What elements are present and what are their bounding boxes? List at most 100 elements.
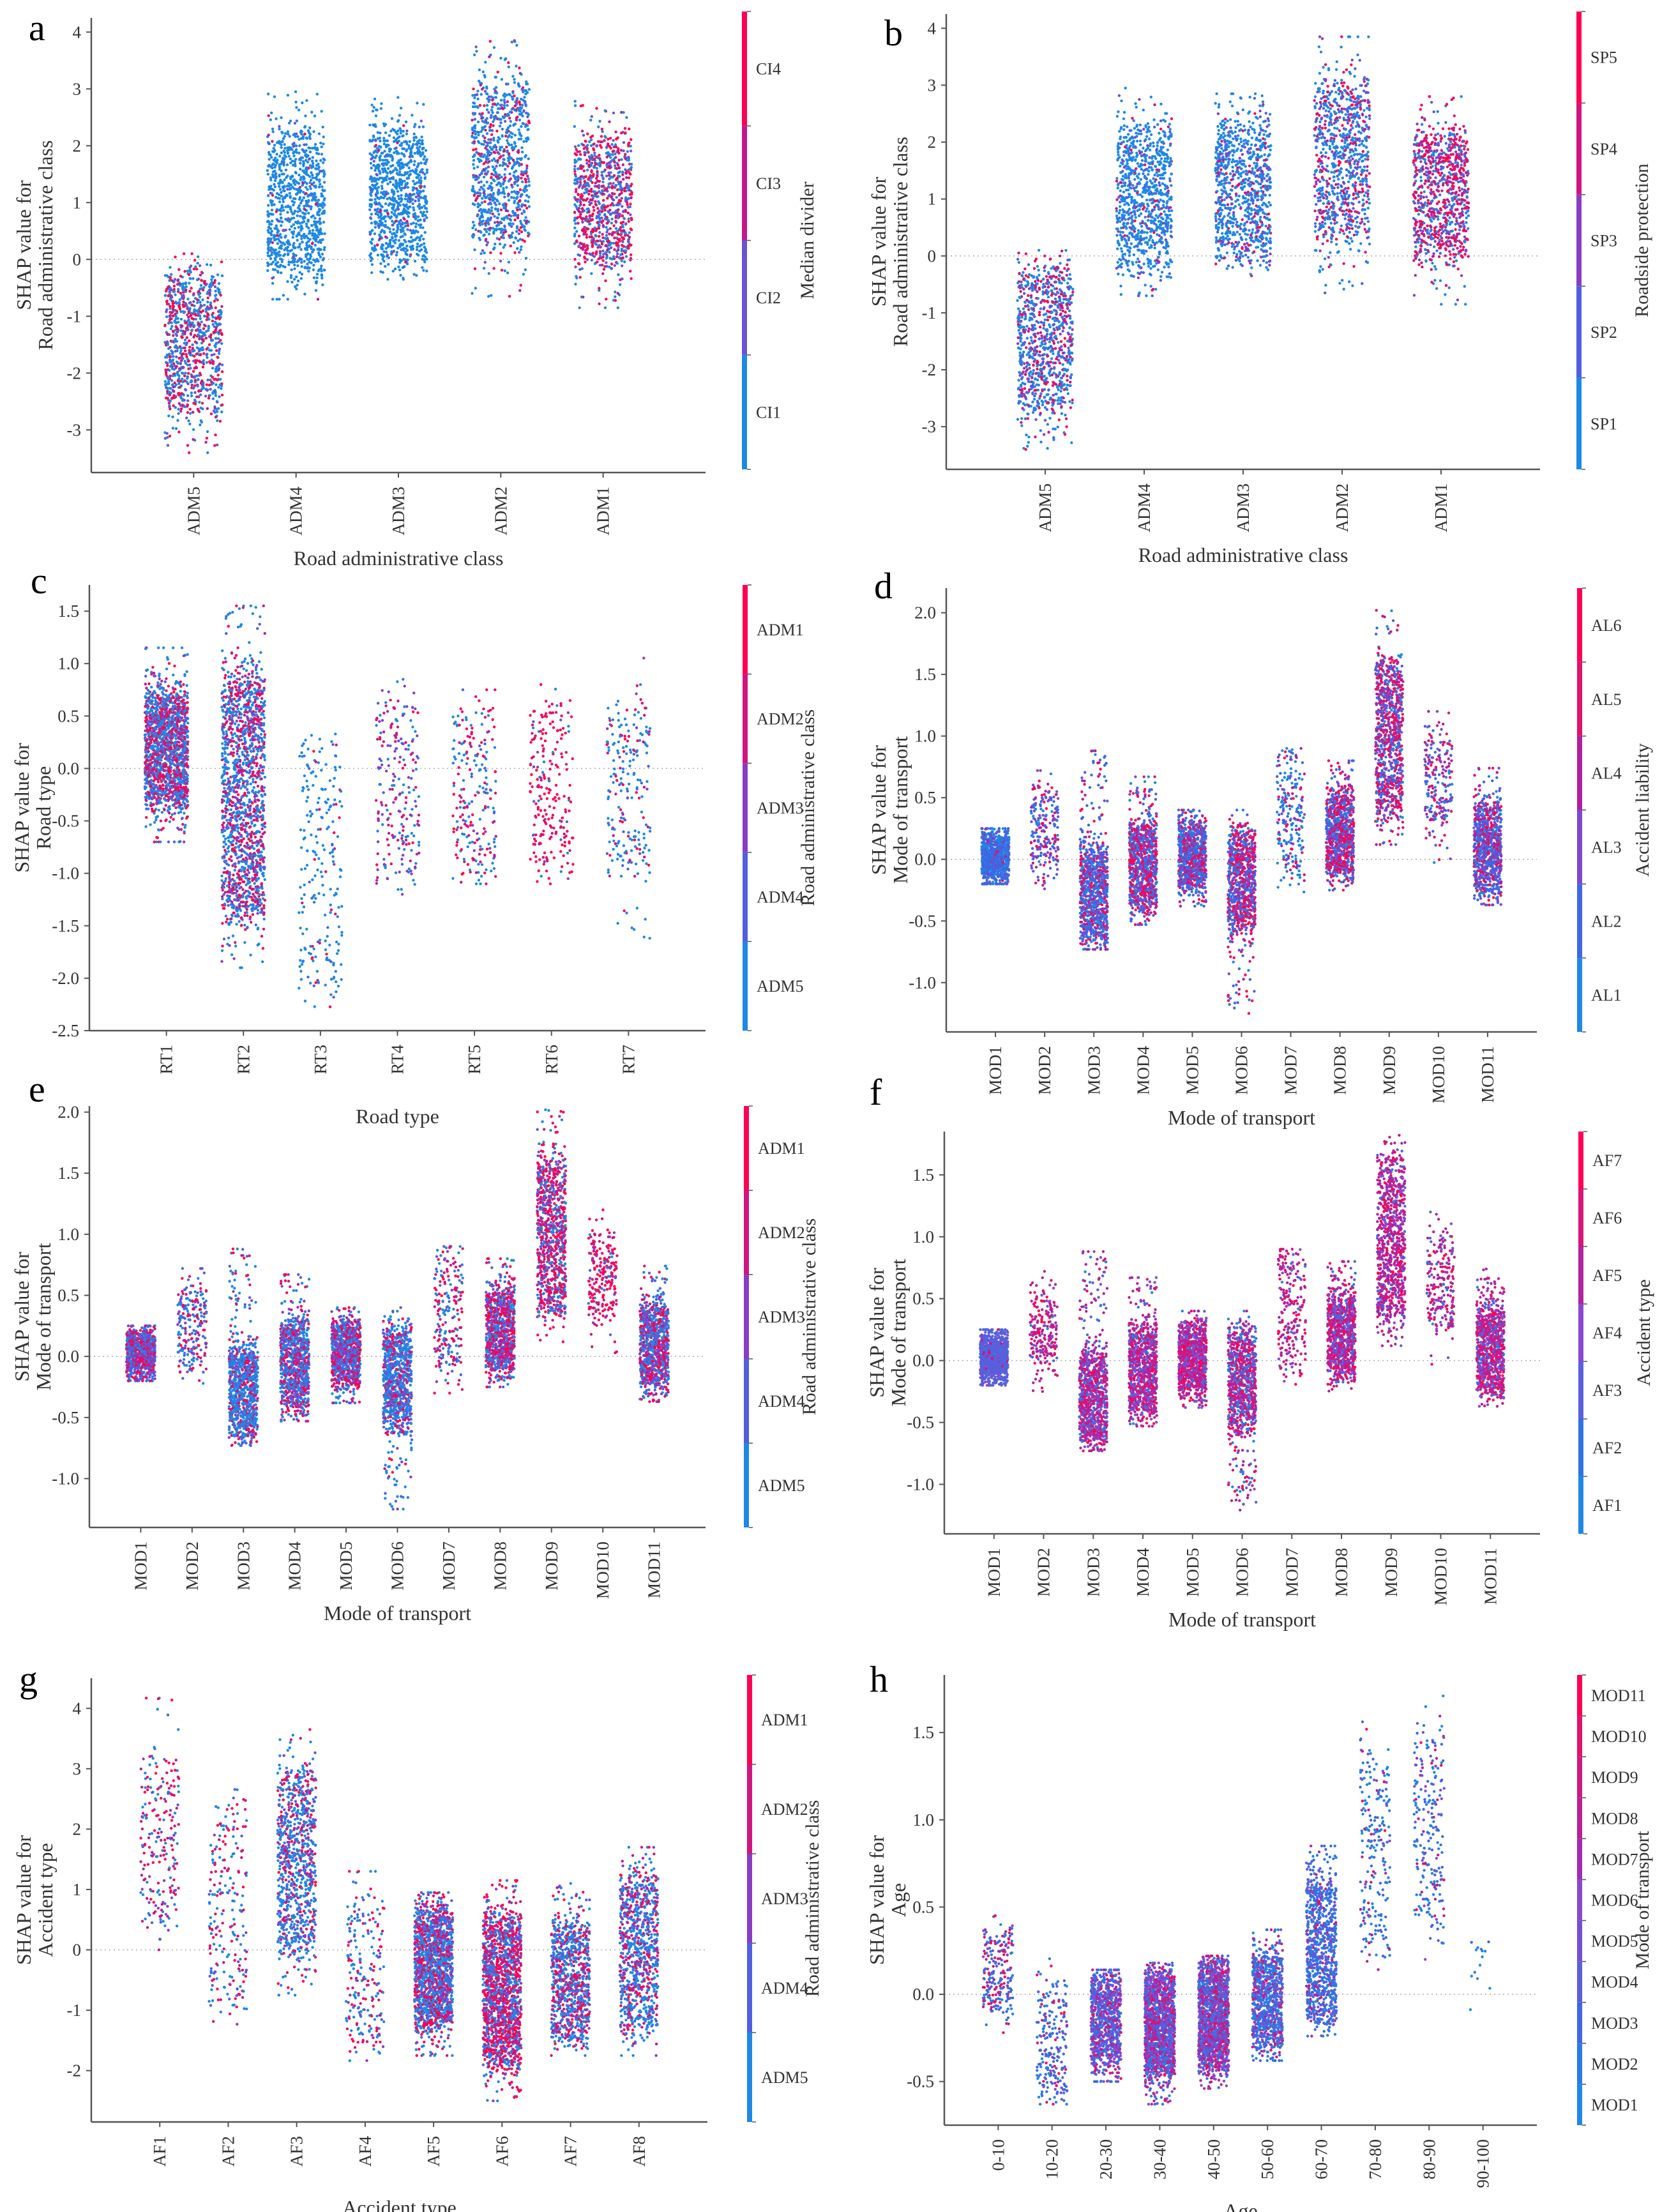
data-point: [214, 391, 217, 395]
data-point: [623, 126, 627, 130]
data-point: [203, 282, 206, 285]
data-point: [199, 360, 202, 364]
data-point: [373, 232, 377, 236]
data-point: [276, 271, 280, 274]
data-point: [280, 224, 283, 227]
data-point: [1043, 291, 1046, 294]
data-point: [516, 116, 519, 119]
data-point: [395, 139, 398, 143]
data-point: [582, 133, 585, 137]
data-point: [573, 165, 577, 168]
data-point: [186, 399, 190, 402]
data-point: [269, 176, 273, 179]
data-point: [290, 248, 294, 252]
data-point: [479, 192, 482, 195]
data-point: [480, 117, 483, 120]
data-point: [382, 124, 386, 128]
data-point: [482, 162, 485, 165]
data-point: [473, 117, 476, 121]
data-point: [573, 104, 577, 107]
data-point: [1048, 315, 1052, 319]
data-point: [414, 225, 418, 229]
data-point: [399, 225, 402, 228]
data-point: [589, 190, 593, 193]
data-point: [169, 287, 172, 291]
data-point: [186, 360, 190, 363]
data-point: [198, 295, 202, 299]
data-point: [485, 93, 489, 96]
data-point: [506, 141, 510, 145]
data-point: [207, 324, 210, 328]
data-point: [412, 208, 416, 212]
data-point: [498, 156, 501, 160]
data-point: [165, 371, 168, 374]
data-point: [414, 215, 418, 218]
data-point: [476, 191, 480, 194]
data-point: [1043, 419, 1047, 422]
data-point: [299, 176, 303, 179]
data-point: [402, 165, 405, 169]
data-point: [272, 276, 275, 279]
data-point: [1036, 388, 1040, 391]
data-point: [276, 220, 280, 223]
data-point: [579, 165, 582, 168]
data-point: [372, 106, 375, 109]
data-point: [311, 232, 314, 235]
data-point: [193, 304, 196, 308]
data-point: [193, 259, 197, 262]
data-point: [269, 223, 273, 226]
data-point: [419, 142, 423, 146]
data-point: [282, 200, 285, 204]
data-point: [372, 163, 375, 167]
data-point: [197, 311, 200, 314]
data-point: [574, 190, 578, 193]
data-point: [1020, 280, 1023, 284]
data-point: [585, 189, 589, 193]
data-point: [526, 115, 529, 119]
data-point: [487, 222, 490, 226]
data-point: [1025, 368, 1029, 372]
data-point: [384, 131, 388, 135]
data-point: [368, 231, 372, 234]
data-point: [1022, 367, 1026, 370]
data-point: [291, 261, 294, 264]
data-point: [594, 243, 598, 246]
data-point: [310, 205, 313, 208]
data-point: [209, 388, 212, 391]
data-point: [174, 315, 177, 318]
data-point: [306, 129, 310, 132]
data-point: [622, 110, 625, 114]
data-point: [478, 223, 481, 227]
data-point: [618, 193, 622, 196]
data-point: [405, 253, 409, 256]
data-point: [280, 246, 283, 250]
data-point: [396, 203, 400, 206]
data-point: [213, 388, 216, 392]
data-point: [492, 247, 495, 251]
data-point: [516, 161, 520, 164]
data-point: [409, 158, 412, 162]
data-point: [393, 151, 396, 155]
data-point: [289, 183, 293, 186]
data-point: [205, 383, 208, 386]
data-point: [509, 177, 512, 181]
data-point: [307, 269, 310, 273]
data-point: [474, 287, 477, 290]
data-point: [627, 168, 630, 172]
data-point: [1022, 271, 1025, 274]
data-point: [175, 355, 178, 358]
data-point: [322, 211, 326, 215]
data-point: [302, 190, 305, 194]
data-point: [298, 245, 301, 248]
data-point: [209, 285, 213, 289]
data-point: [288, 220, 291, 223]
data-point: [596, 172, 599, 176]
data-point: [317, 162, 320, 166]
data-point: [184, 321, 187, 324]
data-point: [378, 216, 381, 219]
data-point: [521, 103, 524, 107]
data-point: [185, 355, 188, 358]
data-point: [418, 174, 421, 177]
data-point: [179, 346, 183, 350]
data-point: [308, 146, 312, 150]
